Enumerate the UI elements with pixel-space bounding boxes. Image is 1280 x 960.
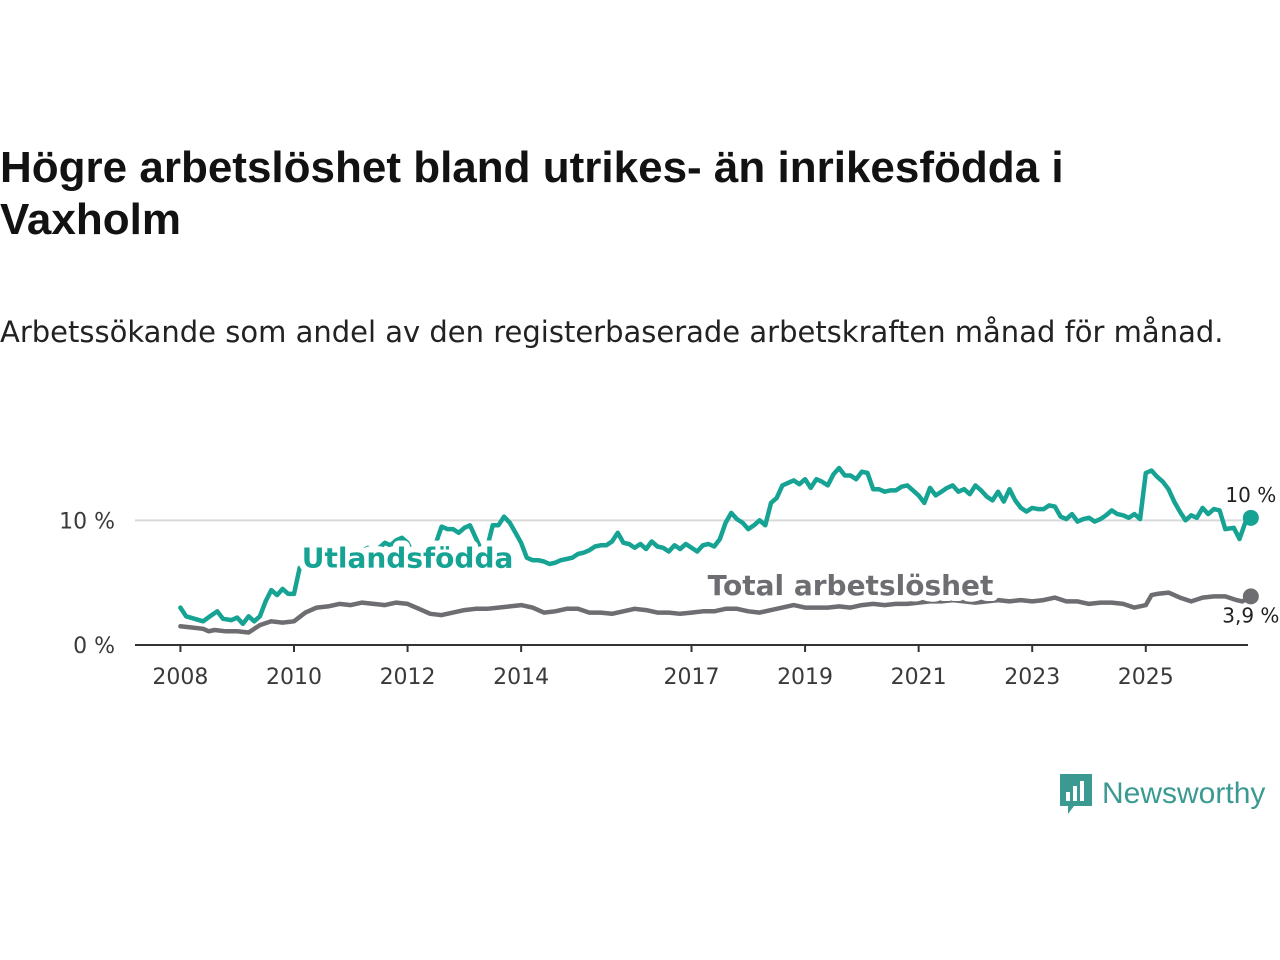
- end-value-label: 3,9 %: [1222, 603, 1279, 627]
- chart-subtitle: Arbetssökande som andel av den registerb…: [0, 315, 1224, 349]
- end-marker: [1242, 588, 1259, 605]
- series-line-total-arbetslöshet: [178, 590, 1254, 635]
- x-tick-label: 2021: [891, 665, 947, 690]
- newsworthy-logo[interactable]: Newsworthy: [1058, 772, 1265, 816]
- x-tick-label: 2023: [1004, 665, 1060, 690]
- x-axis: 2008 2010 2012 2014 2017 2019 2021 2023 2025: [135, 644, 1248, 690]
- x-tick-label: 2010: [266, 665, 322, 690]
- x-tick-label: 2014: [493, 665, 549, 690]
- x-tick-label: 2025: [1118, 665, 1174, 690]
- x-tick-label: 2008: [152, 665, 208, 690]
- line-chart: 0 % 10 % 2008 2010 2012 2014 2017 2019 2021 2023…: [59, 465, 1279, 690]
- series-label: Total arbetslöshet: [708, 569, 994, 602]
- series-label-halo: Total arbetslöshet: [708, 569, 994, 602]
- y-tick-label: 10 %: [59, 509, 115, 534]
- y-tick-label: 0 %: [73, 634, 115, 659]
- end-markers: 10 % 3,9 %: [1222, 483, 1279, 628]
- x-tick-label: 2012: [380, 665, 436, 690]
- series-line-utlandsfödda: [178, 465, 1254, 627]
- series-lines: [178, 465, 1254, 635]
- y-axis: 0 % 10 %: [59, 509, 115, 659]
- end-marker: [1242, 509, 1259, 526]
- series-label: Utlandsfödda: [302, 542, 514, 575]
- end-value-label: 10 %: [1225, 483, 1276, 507]
- series-label-halo: Utlandsfödda: [302, 542, 514, 575]
- bar-chart-logo-icon: [1060, 774, 1092, 814]
- x-tick-label: 2019: [777, 665, 833, 690]
- brand-name: Newsworthy: [1102, 777, 1266, 810]
- x-tick-label: 2017: [664, 665, 720, 690]
- chart-title: Högre arbetslöshet bland utrikes- än inr…: [0, 143, 1064, 244]
